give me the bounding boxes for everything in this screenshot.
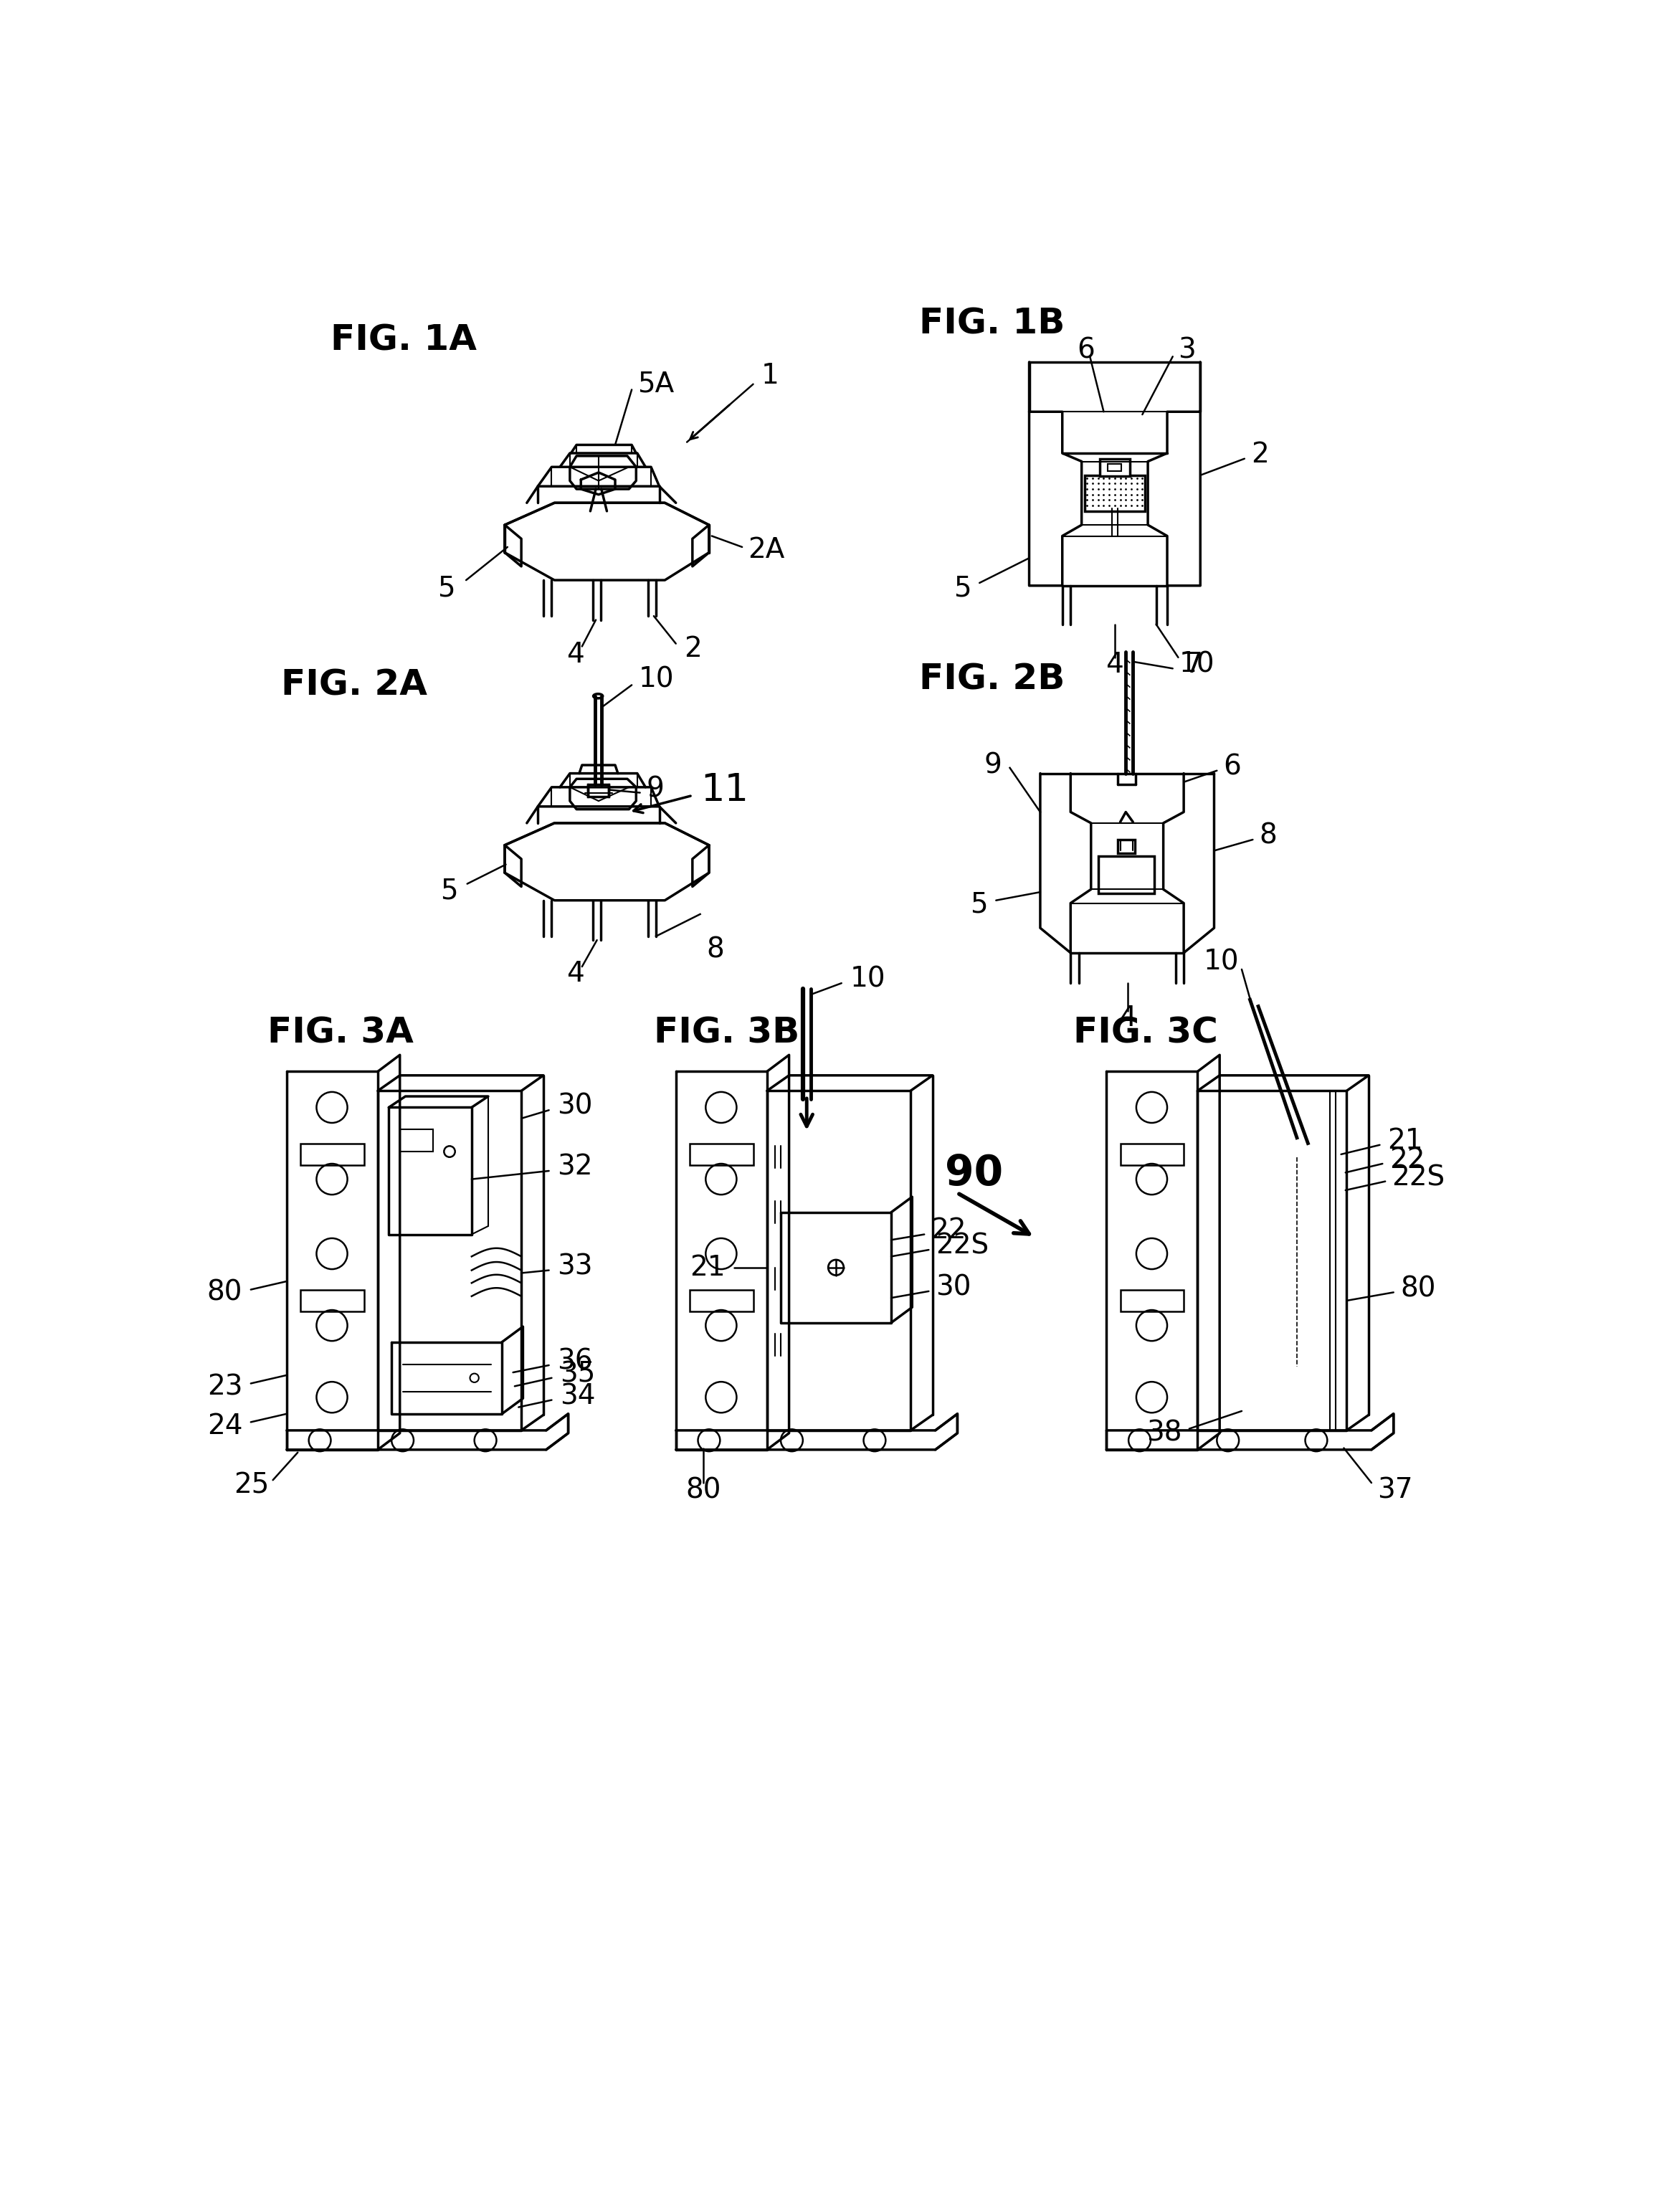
Text: 10: 10 <box>850 964 885 993</box>
Text: 7: 7 <box>1185 650 1203 679</box>
Bar <box>1120 1290 1183 1312</box>
Bar <box>587 785 609 796</box>
Text: 36: 36 <box>557 1347 592 1376</box>
Ellipse shape <box>594 695 602 697</box>
Text: 4: 4 <box>1107 650 1123 679</box>
Text: 21: 21 <box>691 1254 726 1281</box>
Text: 5: 5 <box>953 575 972 602</box>
Text: 9: 9 <box>647 774 664 803</box>
Text: 24: 24 <box>206 1411 243 1440</box>
Text: 6: 6 <box>1077 336 1095 363</box>
Text: 30: 30 <box>935 1274 970 1301</box>
Bar <box>1085 476 1145 511</box>
Text: 11: 11 <box>701 772 749 810</box>
Text: 8: 8 <box>706 936 724 964</box>
Text: 5: 5 <box>438 575 454 602</box>
Bar <box>1118 841 1135 854</box>
Text: 4: 4 <box>1118 1004 1137 1031</box>
Text: 10: 10 <box>1203 949 1240 975</box>
Text: 5: 5 <box>441 878 458 905</box>
Text: FIG. 1A: FIG. 1A <box>331 323 478 356</box>
Text: FIG. 2A: FIG. 2A <box>281 668 428 701</box>
Text: 10: 10 <box>639 666 674 692</box>
Text: 22: 22 <box>1389 1146 1424 1175</box>
Text: 2A: 2A <box>747 535 784 564</box>
Ellipse shape <box>592 695 602 699</box>
Text: 35: 35 <box>561 1360 596 1387</box>
Text: 80: 80 <box>1401 1274 1436 1303</box>
Text: FIG. 3C: FIG. 3C <box>1073 1015 1218 1051</box>
Text: 90: 90 <box>945 1152 1003 1194</box>
Text: 37: 37 <box>1376 1475 1413 1504</box>
Text: 4: 4 <box>566 960 584 987</box>
Bar <box>301 1290 364 1312</box>
Bar <box>1108 465 1122 471</box>
Text: FIG. 1B: FIG. 1B <box>919 305 1065 341</box>
Text: 23: 23 <box>206 1374 243 1400</box>
Text: 22: 22 <box>930 1217 967 1243</box>
Text: 22S: 22S <box>935 1232 988 1259</box>
Text: 6: 6 <box>1223 752 1241 781</box>
Bar <box>689 1144 754 1166</box>
Text: 38: 38 <box>1146 1420 1181 1447</box>
Text: 34: 34 <box>561 1382 596 1409</box>
Text: 2: 2 <box>684 635 702 664</box>
Bar <box>301 1144 364 1166</box>
Text: 4: 4 <box>566 641 584 668</box>
Text: 3: 3 <box>1178 336 1196 363</box>
Text: 22S: 22S <box>1391 1164 1444 1190</box>
Text: 8: 8 <box>1260 823 1278 849</box>
Bar <box>1098 856 1155 894</box>
Text: 1: 1 <box>762 363 779 389</box>
Bar <box>1120 1144 1183 1166</box>
Text: 32: 32 <box>557 1152 592 1181</box>
Text: 10: 10 <box>1180 650 1215 679</box>
Text: 30: 30 <box>557 1093 592 1119</box>
Text: 80: 80 <box>206 1279 243 1305</box>
Text: FIG. 2B: FIG. 2B <box>919 661 1065 697</box>
Text: 5A: 5A <box>637 372 674 398</box>
Bar <box>689 1290 754 1312</box>
Text: 33: 33 <box>557 1252 592 1281</box>
Text: 2: 2 <box>1251 440 1270 469</box>
Bar <box>1100 458 1130 476</box>
Text: 21: 21 <box>1388 1128 1423 1155</box>
Bar <box>399 1130 433 1152</box>
Text: 9: 9 <box>983 752 1002 779</box>
Text: FIG. 3A: FIG. 3A <box>268 1015 414 1051</box>
Text: 80: 80 <box>686 1475 721 1504</box>
Text: 5: 5 <box>970 891 988 918</box>
Text: FIG. 3B: FIG. 3B <box>654 1015 799 1051</box>
Text: 25: 25 <box>233 1471 270 1500</box>
